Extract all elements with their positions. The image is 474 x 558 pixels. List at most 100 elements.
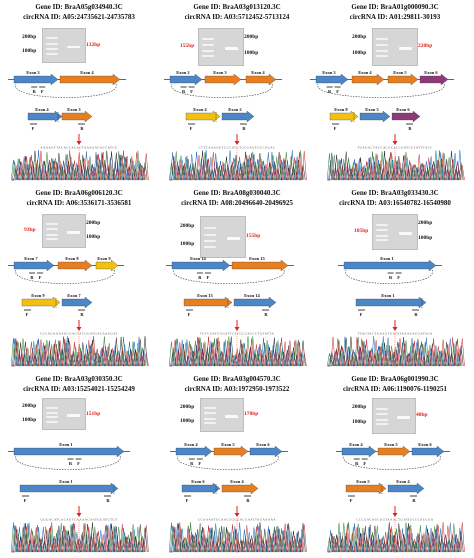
- exon-arrow: [411, 445, 445, 458]
- junction-primer-f-label: F: [190, 126, 193, 131]
- product-band: [225, 47, 238, 50]
- band-size-label: 170bp: [244, 411, 259, 418]
- circrna-id: circRNA ID: A03:5712452-5713124: [184, 13, 290, 21]
- exon-label: Exon 1: [380, 256, 394, 261]
- band-size-label: 220bp: [418, 43, 433, 50]
- junction-arrow-head: [392, 513, 398, 517]
- panel-5: Gene ID: BraA08g030040.3C circRNA ID: A08…: [158, 186, 316, 372]
- gel-image: [198, 28, 244, 66]
- junction-exon-arrow: [181, 482, 221, 495]
- primer-r-label: R: [33, 89, 37, 94]
- panel-9: Gene ID: BraA06g001990.3C circRNA ID: A06…: [316, 372, 474, 558]
- ladder-band: [376, 54, 388, 57]
- ladder-band: [46, 228, 58, 231]
- band-size-label: 132bp: [86, 41, 101, 48]
- chromatogram-trace: [12, 150, 149, 181]
- band-size-label: 93bp: [24, 227, 36, 234]
- ladder-band: [202, 49, 214, 52]
- sequence-letters: TGTCGATCGGATTCTCGCCACCCTGTATTA: [200, 332, 275, 336]
- junction-primer-r-label: R: [106, 498, 110, 503]
- junction-arrow-head: [76, 513, 82, 517]
- band-size-label: 40bp: [416, 412, 428, 419]
- ladder-band: [204, 233, 216, 236]
- gel-image: [200, 398, 244, 432]
- ladder-band: [204, 417, 216, 420]
- sequence-letters: AAAAGTTACACCACACTAAAGACACCATCG: [40, 146, 117, 150]
- exon-arrow: [343, 259, 437, 272]
- primer-r-label: R: [30, 275, 34, 280]
- ladder-label-200bp: 200bp: [180, 223, 195, 230]
- circrna-id: circRNA ID: A03:15254021-15254249: [23, 385, 135, 393]
- junction-exon-label: Exon 15: [197, 293, 213, 298]
- ladder-band: [46, 411, 58, 414]
- primer-r-label: R: [389, 275, 393, 280]
- junction-exon-label: Exon 4: [396, 479, 410, 484]
- junction-exon-arrow: [329, 110, 359, 123]
- backsplice-arc: [173, 269, 285, 284]
- junction-exon-arrow: [61, 296, 93, 309]
- junction-exon-label: Exon 9: [31, 293, 45, 298]
- exon-label: Exon 6: [256, 442, 270, 447]
- sequence-letters: CCCAGAAAAGCGAGTTCGGATGACAAGGAT: [40, 332, 118, 336]
- ladder-band: [376, 407, 388, 410]
- chromatogram-trace: [12, 336, 148, 367]
- chromatogram-trace: [328, 336, 465, 367]
- sequence-letters: TTAGTACTGAAGTGATATAAAGACGATAGA: [357, 332, 433, 336]
- backsplice-arc: [15, 269, 115, 284]
- exon-arrow: [13, 73, 59, 86]
- ladder-band: [202, 44, 214, 47]
- product-band: [67, 45, 80, 48]
- primer-f-label: F: [198, 461, 201, 466]
- backsplice-arc: [171, 83, 273, 98]
- backsplice-arc: [345, 269, 433, 284]
- gene-id: Gene ID: BraA05g034940.3C: [35, 3, 123, 11]
- ladder-label-100bp: 100bp: [352, 419, 367, 426]
- backsplice-arc: [317, 83, 445, 98]
- junction-primer-f-label: F: [24, 498, 27, 503]
- junction-exon-label: Exon 1: [381, 293, 395, 298]
- sequence-letters: CCCGACAGCGGTAAACTGTATGCCCACGGA: [356, 518, 433, 522]
- ladder-label-100bp: 100bp: [22, 48, 37, 55]
- ladder-label-200bp: 200bp: [22, 403, 37, 410]
- junction-primer-r-label: R: [246, 498, 250, 503]
- primer-r-label: R: [69, 461, 73, 466]
- ladder-band: [376, 229, 388, 232]
- junction-exon-label: Exon 6: [191, 479, 205, 484]
- chromatogram-trace: [326, 150, 462, 181]
- ladder-label-100bp: 100bp: [244, 50, 259, 57]
- exon-label: Exon 4: [349, 442, 363, 447]
- band-size-label: 155bp: [246, 232, 261, 239]
- ladder-band: [376, 38, 388, 40]
- backsplice-arc: [15, 455, 121, 470]
- ladder-label-200bp: 200bp: [180, 403, 195, 410]
- panel-8: Gene ID: BraA03g004570.3C circRNA ID: A03…: [158, 372, 316, 558]
- chromatogram-trace: [170, 150, 307, 181]
- junction-exon-label: Exon 7: [67, 293, 81, 298]
- junction-primer-r-label: R: [264, 312, 268, 317]
- chromatogram-trace: [328, 336, 464, 367]
- ladder-band: [46, 42, 58, 45]
- junction-arrow-head: [76, 327, 82, 331]
- chromatogram-trace: [10, 336, 146, 367]
- junction-exon-label: Exon 1: [59, 479, 73, 484]
- exon-arrow: [351, 73, 385, 86]
- ladder-band: [376, 418, 388, 421]
- junction-exon-arrow: [21, 296, 61, 309]
- chromatogram-trace: [170, 150, 306, 181]
- exon-arrow: [315, 73, 349, 86]
- product-band: [397, 416, 410, 419]
- sequence-letters: TGAGACTACCACGCACCGATCGTATTTACC: [357, 146, 432, 150]
- band-size-label: 151bp: [86, 410, 101, 417]
- exon-arrow: [169, 73, 203, 86]
- junction-exon-label: Exon 4: [193, 107, 207, 112]
- panel-7: Gene ID: BraA03g030350.3C circRNA ID: A03…: [0, 372, 158, 558]
- circrna-id: circRNA ID: A06:1190076-1190251: [342, 385, 448, 393]
- junction-primer-f-label: F: [334, 126, 337, 131]
- junction-exon-arrow: [183, 296, 233, 309]
- junction-exon-label: Exon 4: [35, 107, 49, 112]
- exon-label: Exon 4: [80, 70, 94, 75]
- exon-arrow: [419, 73, 449, 86]
- junction-exon-label: Exon 14: [244, 293, 260, 298]
- circrna-id: circRNA ID: A08:20496640-20496925: [181, 199, 293, 207]
